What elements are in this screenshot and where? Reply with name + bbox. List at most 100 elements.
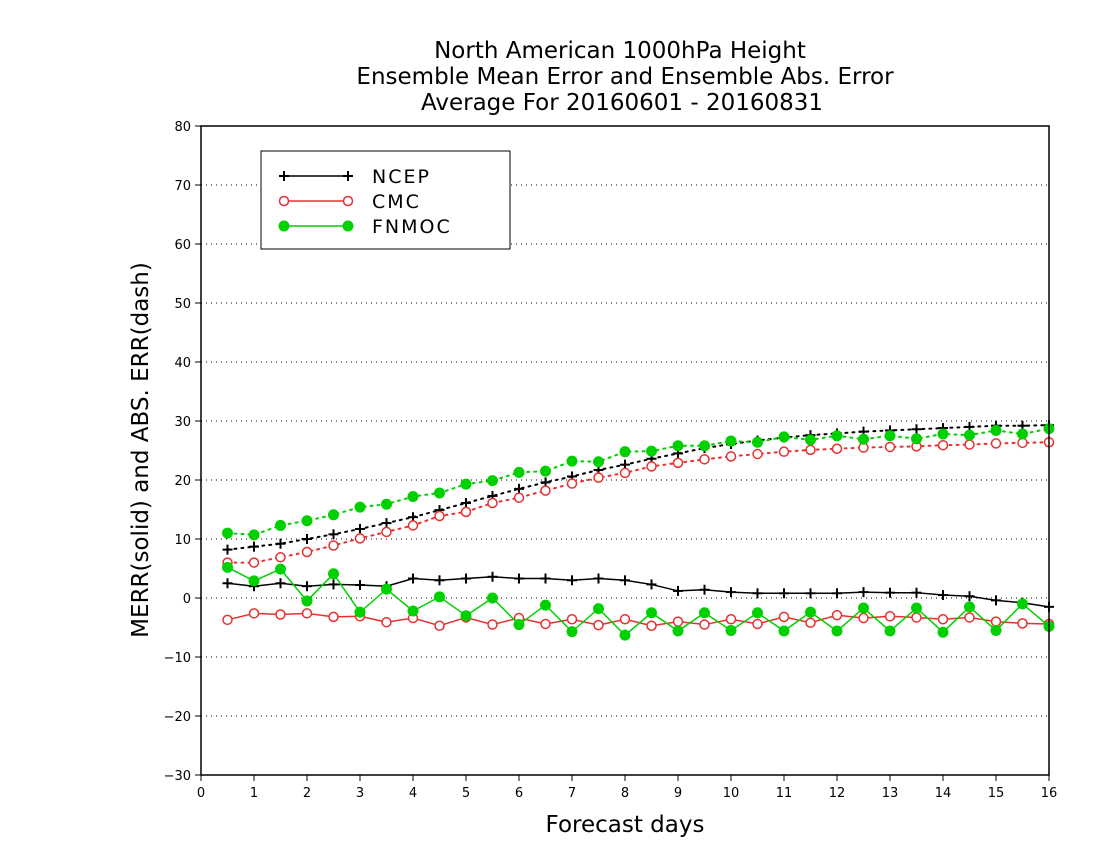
x-tick-label: 9 [674,786,682,801]
cmc-abs-err-point [275,552,286,563]
cmc-abs-err-point [725,451,737,462]
cmc-abs-err-line [226,441,1050,564]
legend-marker [278,195,290,207]
ncep-abs-err-line [226,424,1050,551]
cmc-merr-point [858,612,869,624]
y-tick-label: 60 [174,238,191,253]
cmc-merr-point [222,614,233,626]
x-tick-label: 15 [988,786,1005,801]
chart-title-line-3: Average For 20160601 - 20160831 [421,90,823,116]
cmc-abs-err-point [884,441,896,453]
fnmoc-abs-err-point [990,424,1002,436]
cmc-merr-point [672,616,684,627]
y-tick-label: 50 [174,297,191,312]
ncep-merr-point [222,578,233,589]
cmc-merr-point [778,611,790,623]
fnmoc-merr-point [725,624,737,636]
fnmoc-abs-err-point [725,435,737,447]
ncep-merr-line [227,576,1050,608]
fnmoc-abs-err-point [301,515,313,527]
fnmoc-merr-point [805,606,816,618]
ncep-abs-err-point [328,529,339,540]
series-cmc [222,436,1055,631]
cmc-merr-point [911,612,922,623]
chart-title-line-2: Ensemble Mean Error and Ensemble Abs. Er… [356,64,894,90]
legend: NCEP CMC FNMOC [260,150,511,250]
fnmoc-merr-point [964,601,975,613]
fnmoc-abs-err-point [513,466,525,478]
ncep-merr-point [964,591,975,602]
fnmoc-merr-point [434,591,445,603]
fnmoc-merr-point [540,599,551,611]
x-tick-label: 3 [356,786,364,801]
fnmoc-abs-err-point [937,428,949,440]
series-layer [222,420,1055,641]
cmc-abs-err-point [301,546,313,558]
ncep-abs-err-point [275,538,286,549]
chart-title-line-1: North American 1000hPa Height [434,38,806,64]
cmc-merr-point [381,616,392,628]
y-axis-ticks: −30 −20 −10 0 10 20 30 40 50 60 70 80 [164,120,201,784]
ncep-merr-point [779,588,789,599]
x-tick-label: 14 [935,786,952,801]
ncep-merr-point [593,573,604,584]
legend-marker [279,171,289,181]
y-axis-label: MERR(solid) and ABS. ERR(dash) [128,262,154,638]
cmc-merr-point [937,613,949,625]
ncep-merr-point [540,573,551,584]
cmc-abs-err-point [381,526,392,538]
cmc-merr-point [884,611,896,622]
fnmoc-abs-err-line [226,427,1050,536]
legend-marker [342,220,354,232]
fnmoc-abs-err-point [540,465,551,477]
ncep-merr-point [646,579,657,590]
fnmoc-merr-point [858,602,869,614]
x-tick-label: 4 [409,786,417,801]
cmc-abs-err-point [990,438,1002,449]
ncep-abs-err-point [249,541,259,552]
cmc-abs-err-point [248,557,260,568]
cmc-merr-point [805,617,816,629]
cmc-merr-point [1017,618,1028,629]
fnmoc-abs-err-point [460,478,472,490]
fnmoc-merr-point [646,607,657,619]
cmc-abs-err-point [619,467,631,479]
y-tick-label: −20 [164,710,191,725]
ncep-merr-point [461,573,471,584]
fnmoc-abs-err-point [831,430,843,442]
fnmoc-merr-point [381,583,392,595]
ncep-merr-point [858,587,869,598]
cmc-merr-point [434,620,445,631]
x-tick-label: 0 [197,786,205,801]
fnmoc-abs-err-point [752,436,763,448]
ncep-merr-point [673,585,683,596]
fnmoc-abs-err-point [964,429,975,441]
legend-box [260,150,511,250]
series-fnmoc [222,423,1055,641]
ncep-abs-err-point [911,424,922,435]
cmc-abs-err-point [831,443,843,454]
y-tick-label: 40 [174,356,191,371]
fnmoc-abs-err-point [593,456,604,468]
ncep-merr-point [408,573,418,584]
legend-item-ncep: NCEP [279,166,429,188]
ncep-abs-err-point [461,498,471,509]
cmc-abs-err-point [593,472,604,483]
ncep-merr-point [885,587,895,598]
ncep-merr-point [832,588,842,599]
fnmoc-abs-err-point [434,487,445,499]
x-tick-label: 5 [462,786,470,801]
x-tick-label: 11 [776,786,793,801]
fnmoc-merr-point [884,625,896,637]
cmc-merr-point [566,613,578,625]
cmc-merr-point [487,619,498,630]
cmc-abs-err-point [1017,437,1028,449]
fnmoc-abs-err-point [275,519,286,531]
cmc-abs-err-point [699,454,710,465]
ncep-abs-err-point [355,523,365,534]
legend-label: FNMOC [372,216,452,238]
ncep-abs-err-point [381,518,392,529]
ncep-merr-point [487,571,498,582]
y-tick-label: −10 [164,651,191,666]
